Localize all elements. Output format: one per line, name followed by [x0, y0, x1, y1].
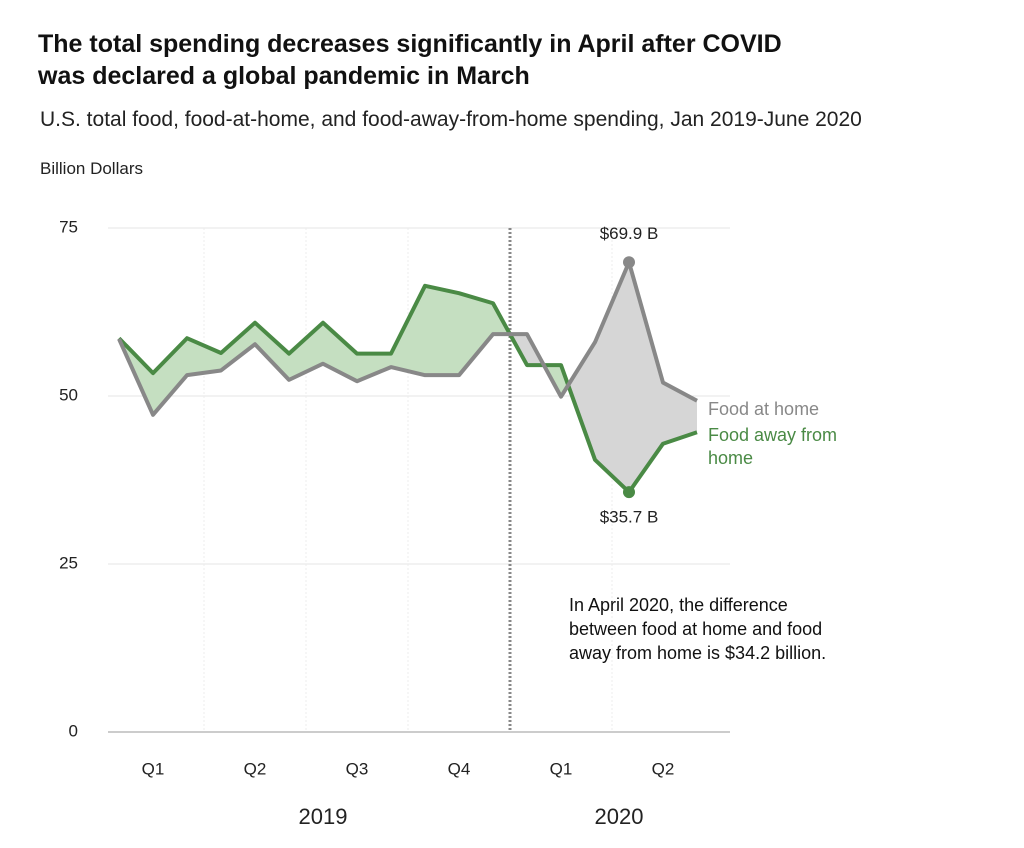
gap-area	[595, 262, 629, 493]
gap-area	[425, 285, 459, 376]
y-tick-label: 75	[59, 217, 78, 236]
data-point	[623, 256, 635, 269]
gap-area	[568, 342, 595, 460]
x-tick-label: Q4	[448, 759, 471, 778]
legend-label: Food at home	[708, 399, 819, 419]
y-tick-label: 0	[69, 721, 78, 740]
gap-area	[459, 293, 493, 376]
legend-label: Food away from home	[708, 425, 838, 468]
x-tick-label: Q2	[244, 759, 267, 778]
y-tick-label: 50	[59, 385, 78, 404]
chart-subtitle: U.S. total food, food-at-home, and food-…	[40, 108, 862, 131]
data-label: $35.7 B	[600, 508, 659, 527]
gap-area	[357, 353, 391, 382]
y-axis-label: Billion Dollars	[40, 159, 143, 178]
gap-area	[221, 322, 255, 371]
x-tick-label: Q2	[652, 759, 675, 778]
series-line	[117, 283, 698, 495]
x-tick-label: Q3	[346, 759, 369, 778]
chart-title: The total spending decreases significant…	[38, 30, 782, 90]
x-group-label: 2019	[299, 804, 348, 829]
gap-area	[255, 322, 289, 380]
x-group-label: 2020	[595, 804, 644, 829]
x-tick-label: Q1	[142, 759, 165, 778]
gap-area	[391, 285, 425, 376]
data-point	[623, 486, 635, 499]
x-tick-label: Q1	[550, 759, 573, 778]
annotation: In April 2020, the difference between fo…	[569, 595, 827, 663]
gap-area	[153, 338, 187, 415]
gap-area	[187, 338, 221, 376]
y-tick-label: 25	[59, 553, 78, 572]
series-line	[117, 260, 698, 417]
data-label: $69.9 B	[600, 224, 659, 243]
gap-area	[629, 262, 663, 493]
